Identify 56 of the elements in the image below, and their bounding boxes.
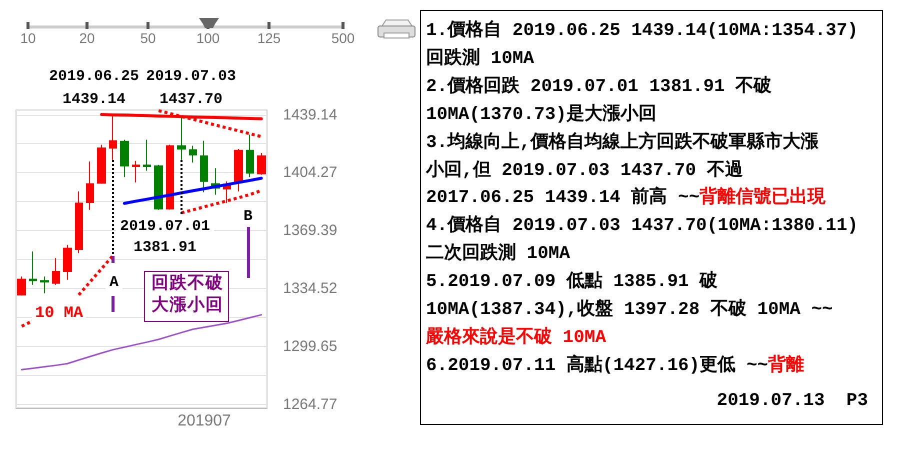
text: 嚴格來說是不破 10MA xyxy=(426,328,606,348)
text: 背離 xyxy=(768,356,804,376)
candlestick xyxy=(29,251,37,286)
annotation: A xyxy=(105,273,123,293)
y-tick-label: 1369.39 xyxy=(283,222,338,240)
text: 4.價格自 2019.07.03 1437.70(10MA:1380.11) xyxy=(426,216,858,236)
text: 2.價格回跌 2019.07.01 1381.91 不破 xyxy=(426,76,772,97)
candlestick xyxy=(234,148,243,192)
text: 500 xyxy=(331,30,355,46)
y-tick-label: 1334.52 xyxy=(283,280,338,298)
text: 10MA(1387.34),收盤 1397.28 不破 10MA ~~ xyxy=(426,300,833,320)
annotation: 回跌不破大漲小回 xyxy=(144,271,229,322)
text: 6.2019.07.11 高點(1427.16)更低 ~~ xyxy=(426,356,768,376)
text: 50 xyxy=(140,30,156,46)
annotation: 2019.07.01 1381.91 xyxy=(116,216,214,258)
text: 5.2019.07.09 低點 1385.91 破 xyxy=(426,272,718,292)
text: 3.均線向上,價格自均線上方回跌不破軍縣市大漲 xyxy=(426,132,818,153)
text: 1.價格自 2019.06.25 1439.14(10MA:1354.37) xyxy=(426,21,858,41)
text: 2019.06.25 1439.14 xyxy=(48,67,140,110)
candlestick xyxy=(75,190,83,254)
candlestick xyxy=(166,144,174,210)
candlestick xyxy=(17,276,26,296)
text: 小回,但 2019.07.03 1437.70 不過 xyxy=(426,160,743,180)
y-tick-label: 1439.14 xyxy=(283,106,338,124)
candlestick xyxy=(154,164,163,210)
text: 2019.07.13 P3 xyxy=(716,391,868,411)
text: 125 xyxy=(257,30,281,46)
series-label: 10 MA xyxy=(32,303,86,323)
candlestick xyxy=(52,258,60,286)
text: 2019.07.03 1437.70 xyxy=(146,67,236,110)
candlestick xyxy=(200,140,208,193)
y-tick-label: 1264.77 xyxy=(283,396,338,413)
candlestick xyxy=(40,276,49,294)
text: 100 xyxy=(196,30,220,46)
candlestick xyxy=(189,145,197,163)
text: 10 xyxy=(20,30,36,46)
annotation: B xyxy=(239,207,257,227)
text: 回跌測 10MA xyxy=(426,48,534,69)
y-tick-label: 1299.65 xyxy=(283,338,338,355)
candlestick xyxy=(132,160,140,183)
candlestick xyxy=(257,152,266,176)
text: 10MA(1370.73)是大漲小回 xyxy=(426,104,656,125)
candlestick xyxy=(120,139,129,178)
line-series xyxy=(122,176,263,205)
text: 2017.06.25 1439.14 前高 ~~ xyxy=(426,188,700,208)
candlestick xyxy=(63,244,72,280)
x-tick-label: 201907 xyxy=(178,412,232,430)
text: 20 xyxy=(79,30,95,46)
candlestick xyxy=(143,139,151,172)
text: 二次回跌測 10MA xyxy=(426,244,570,264)
candlestick xyxy=(177,116,186,160)
candlestick xyxy=(97,144,106,184)
candlestick xyxy=(246,134,254,178)
candlestick xyxy=(86,160,94,210)
y-tick-label: 1404.27 xyxy=(283,164,338,182)
text: 背離信號已出現 xyxy=(700,188,826,208)
